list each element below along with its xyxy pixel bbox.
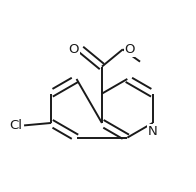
Text: Cl: Cl — [9, 119, 22, 132]
Text: N: N — [148, 125, 158, 138]
Text: O: O — [125, 43, 135, 56]
Text: O: O — [69, 43, 79, 56]
